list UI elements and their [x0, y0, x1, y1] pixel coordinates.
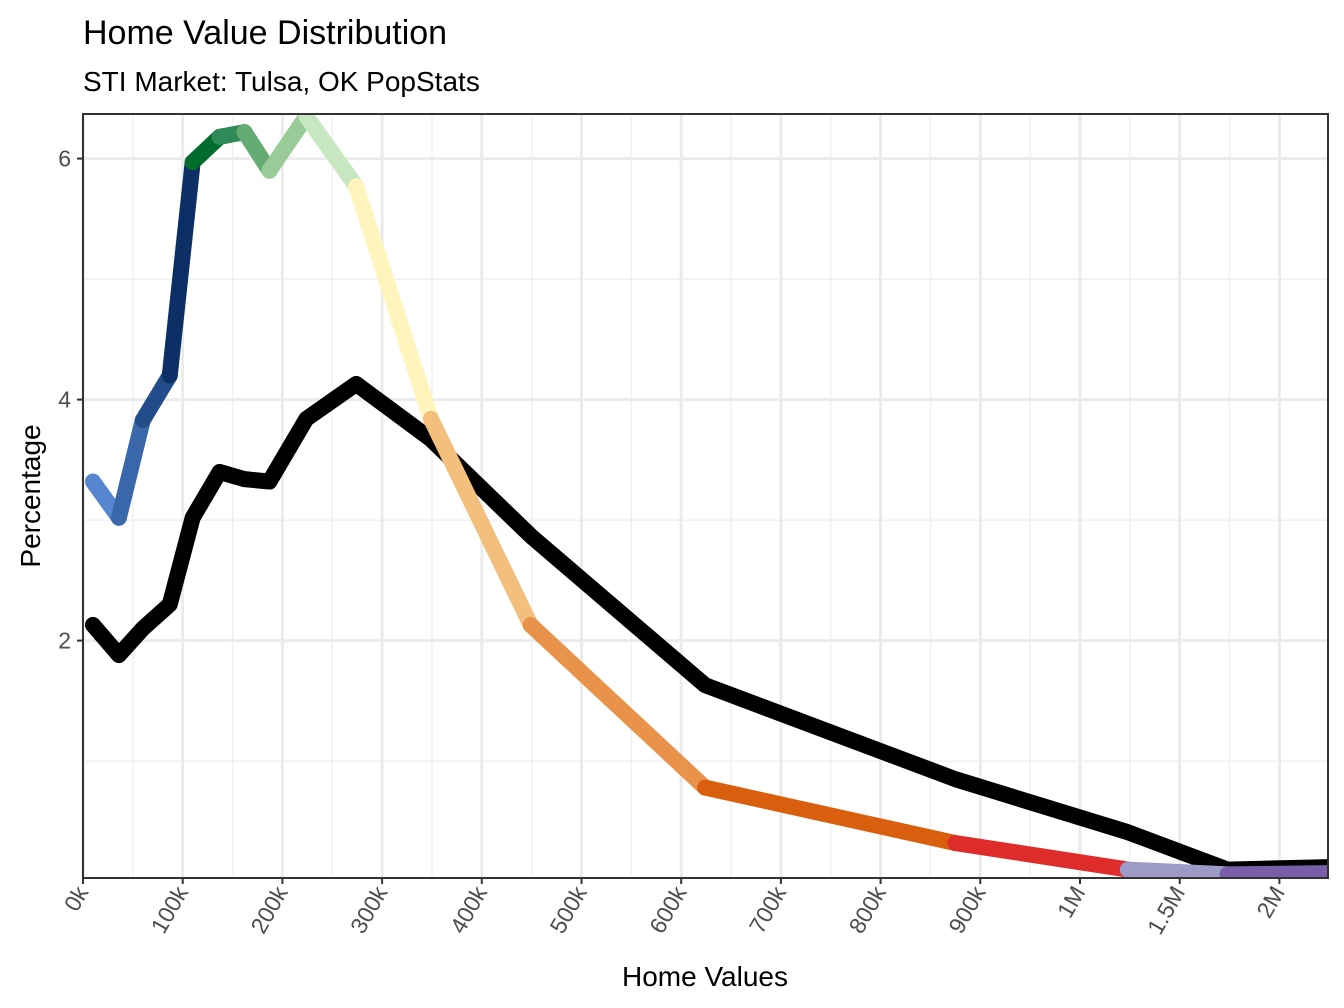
series-segment	[947, 835, 1136, 878]
x-tick-label: 700k	[744, 881, 792, 938]
gridlines	[81, 114, 1328, 878]
y-tick-label: 2	[58, 628, 71, 654]
x-tick-label: 900k	[943, 881, 991, 938]
x-tick-label: 400k	[445, 881, 493, 938]
x-tick-label: 0k	[59, 881, 94, 915]
series-segment	[697, 779, 964, 852]
series-segment	[348, 178, 439, 427]
series-segment	[522, 616, 714, 796]
series-line-black	[84, 375, 1328, 878]
x-tick-label: 1M	[1052, 882, 1090, 923]
x-tick-label: 800k	[843, 881, 891, 938]
series-segment	[261, 114, 315, 179]
x-tick-label: 1.5M	[1142, 882, 1190, 939]
series-segment	[298, 114, 365, 195]
series-segment	[110, 412, 151, 526]
series-lines	[84, 114, 1328, 878]
x-tick-label: 500k	[544, 881, 592, 938]
x-tick-label: 200k	[245, 881, 293, 938]
series-segment	[134, 367, 178, 429]
x-tick-label: 2M	[1251, 882, 1289, 923]
y-tick-label: 6	[58, 146, 71, 172]
x-axis-label: Home Values	[622, 961, 788, 992]
plot-border	[82, 113, 1329, 879]
x-tick-label: 600k	[644, 881, 692, 938]
series-segment	[161, 154, 201, 384]
y-axis-label: Percentage	[15, 424, 46, 567]
series-segment	[422, 410, 539, 633]
series-segment	[1119, 861, 1236, 878]
y-tick-label: 4	[58, 387, 71, 413]
x-tick-label: 300k	[345, 881, 393, 938]
chart-subtitle: STI Market: Tulsa, OK PopStats	[83, 66, 480, 97]
x-tick-label: 100k	[146, 881, 194, 938]
series-segment	[1219, 865, 1328, 878]
chart-title: Home Value Distribution	[83, 14, 447, 52]
